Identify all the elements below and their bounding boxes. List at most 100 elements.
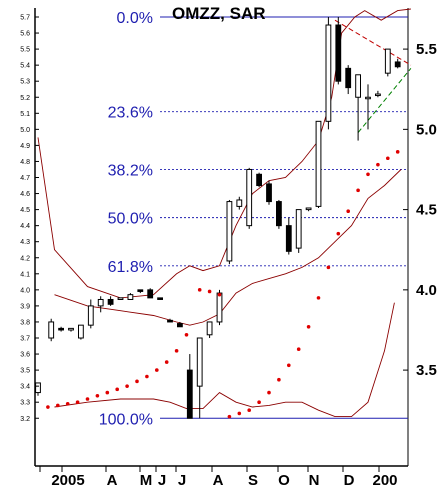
fib-levels: 0.0% 23.6% 38.2% 50.0% 61.8% 100.0% <box>99 10 408 428</box>
candle <box>285 217 292 255</box>
candle-body <box>35 382 41 394</box>
left-tick-label: 3.2 <box>20 416 30 423</box>
sar-dot <box>115 387 119 392</box>
candle-body <box>97 298 104 307</box>
sar-dot <box>105 390 110 395</box>
x-tick-label: S <box>248 472 258 489</box>
sar-dot <box>155 368 159 372</box>
left-tick-label: 5.7 <box>20 15 30 22</box>
left-tick-label: 4.0 <box>20 287 30 294</box>
candle-body <box>107 298 114 305</box>
candle-body <box>226 201 233 262</box>
candle-body <box>58 327 65 331</box>
right-tick-label: 4.5 <box>416 202 437 219</box>
sar-dot <box>237 411 242 416</box>
candle-body <box>325 24 332 122</box>
candle <box>186 354 193 419</box>
candle-body <box>384 48 391 74</box>
left-tick-label: 5.6 <box>20 31 30 38</box>
sar-dot <box>56 403 60 408</box>
candle <box>246 167 253 229</box>
sar-dot <box>296 347 301 352</box>
candle-body <box>87 305 94 326</box>
sar-dot <box>316 296 321 300</box>
x-tick-label: A <box>213 472 224 489</box>
x-tick-label: 200 <box>372 472 397 489</box>
left-tick-label: 3.9 <box>20 303 30 310</box>
candle-body <box>127 294 134 300</box>
candle <box>68 327 74 332</box>
sar-dot <box>376 162 380 167</box>
left-tick-label: 3.4 <box>20 384 30 391</box>
left-tick-label: 3.8 <box>20 319 30 326</box>
x-axis-ticks: 2005 A M J J A S O N D 200 <box>39 466 398 489</box>
sar-dots <box>46 150 400 419</box>
candle-body <box>256 173 263 187</box>
left-tick-label: 4.8 <box>20 159 30 166</box>
candle-body <box>137 289 144 292</box>
candle <box>107 296 114 306</box>
sar-dot <box>65 402 70 406</box>
left-tick-label: 4.9 <box>20 143 30 150</box>
candle <box>117 297 124 300</box>
sar-dot <box>135 379 139 384</box>
left-tick-label: 3.5 <box>20 368 30 375</box>
sar-dot <box>227 414 232 419</box>
sar-dot <box>356 188 360 193</box>
left-tick-label: 4.6 <box>20 191 30 198</box>
candle-body <box>78 324 84 339</box>
candle-body <box>375 93 381 97</box>
candle <box>276 199 282 229</box>
candle-body <box>355 74 362 98</box>
right-tick-label: 3.5 <box>416 362 437 379</box>
left-tick-label: 4.5 <box>20 207 30 214</box>
candle <box>315 120 322 208</box>
sar-dot <box>247 408 251 413</box>
candle <box>295 209 302 253</box>
x-tick-label: N <box>309 472 320 489</box>
sar-dot <box>184 332 189 337</box>
fib-label: 100.0% <box>99 411 153 428</box>
candle-body <box>157 297 163 300</box>
bollinger-bands <box>37 8 411 418</box>
candle <box>196 337 203 419</box>
sar-dot <box>197 288 202 292</box>
right-axis-ticks: 5.5 5.0 4.5 4.0 3.5 <box>403 41 437 379</box>
x-tick-label: D <box>344 472 355 489</box>
left-tick-label: 3.7 <box>20 336 30 343</box>
x-tick-label: M <box>140 472 153 489</box>
candle <box>226 199 233 265</box>
chart-title: OMZZ, SAR <box>172 4 266 23</box>
candle <box>394 58 401 69</box>
candle <box>87 299 94 329</box>
sar-dot <box>395 150 400 154</box>
right-tick-label: 4.0 <box>416 282 437 299</box>
bollinger-lower-line <box>54 302 395 418</box>
left-axis-ticks: 5.7 5.6 5.5 5.4 5.3 5.2 5.1 5.0 4.9 4.8 4.7 4.6 4.5 4… <box>20 15 39 423</box>
candle-body <box>216 292 223 323</box>
trend-lines <box>334 19 412 133</box>
candle <box>206 321 213 338</box>
candle <box>127 293 134 300</box>
candle-body <box>48 321 55 339</box>
candle-body <box>117 297 124 300</box>
sar-dot <box>386 156 390 161</box>
candle <box>384 48 391 77</box>
candle-body <box>266 183 272 203</box>
sar-dot <box>287 363 291 368</box>
fib-label: 23.6% <box>108 105 153 122</box>
x-tick-label: A <box>107 472 118 489</box>
candle-body <box>236 199 243 207</box>
candle <box>355 74 362 141</box>
trend-line <box>357 68 412 133</box>
sar-dot <box>164 360 169 364</box>
candle-body <box>68 327 74 331</box>
candle-body <box>285 225 292 252</box>
candle <box>335 17 342 85</box>
candle-body <box>196 337 203 387</box>
candle <box>236 196 243 210</box>
fib-label: 0.0% <box>117 10 153 27</box>
candle <box>58 326 65 332</box>
fib-label: 61.8% <box>108 259 153 276</box>
candle <box>345 65 352 95</box>
